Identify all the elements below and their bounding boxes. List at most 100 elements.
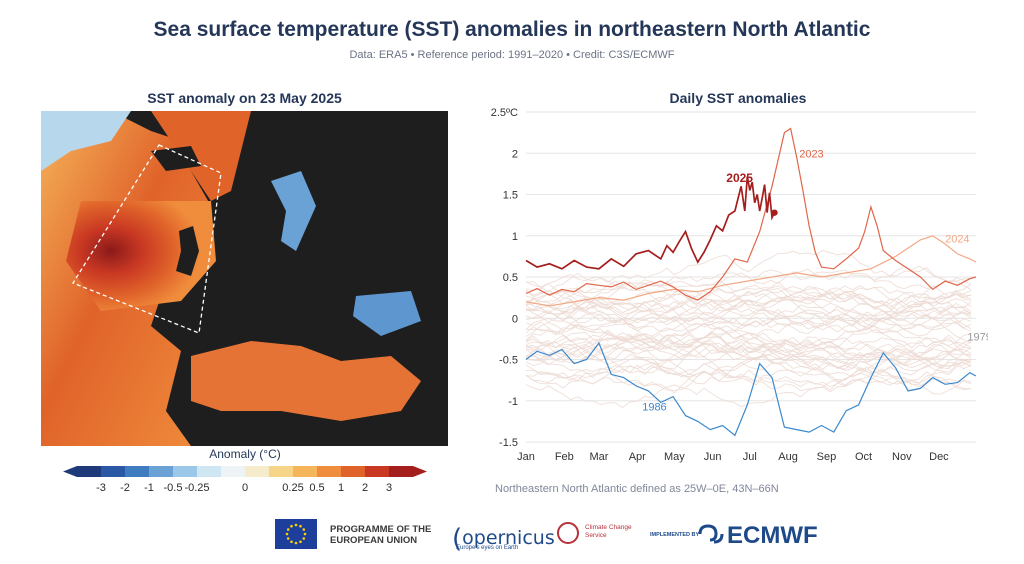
baltic-sea xyxy=(271,171,316,251)
x-tick-label: Nov xyxy=(892,451,912,463)
colorbar-swatch xyxy=(269,466,294,477)
x-tick-label: May xyxy=(664,451,685,463)
colorbar-tick-label: 2 xyxy=(362,482,368,494)
series-line-2024 xyxy=(525,235,977,307)
background-year-line xyxy=(525,337,972,366)
north-sea xyxy=(151,111,251,201)
black-sea xyxy=(353,291,421,336)
colorbar-tick-label: 1 xyxy=(338,482,344,494)
x-tick-label: Apr xyxy=(629,451,646,463)
colorbar-swatch xyxy=(317,466,342,477)
c3s-thermometer-icon xyxy=(557,522,579,544)
background-year-line xyxy=(526,353,972,391)
series-label: 2024 xyxy=(945,233,969,245)
background-year-line xyxy=(525,280,972,308)
eu-star xyxy=(294,523,298,527)
c3s-text: Climate Change Service xyxy=(585,524,632,539)
colorbar: -3 -2 -1 -0.5 -0.25 0 0.25 0.5 1 2 3 xyxy=(63,466,427,494)
y-tick-label: 0 xyxy=(512,313,518,325)
colorbar-swatch xyxy=(341,466,366,477)
daily-sst-chart: 2.5ºC 2 1.5 1 0.5 0 -0.5 -1 -1.5 Jan Feb Mar Apr May J… xyxy=(491,107,988,463)
background-year-line xyxy=(525,250,972,293)
eu-star xyxy=(302,528,306,531)
series-label: 1979–2022 xyxy=(967,332,988,344)
background-year-line xyxy=(525,348,972,388)
eu-star xyxy=(294,541,298,545)
x-tick-label: Oct xyxy=(855,451,872,463)
copernicus-wordmark: opernicus xyxy=(462,527,555,549)
y-tick-label: 1 xyxy=(512,231,518,243)
colorbar-tick-label: -0.25 xyxy=(184,482,209,494)
colorbar-arrow-right xyxy=(389,466,427,477)
background-year-line xyxy=(525,335,972,386)
map-panel-title: SST anomaly on 23 May 2025 xyxy=(147,90,342,106)
colorbar-arrow-left xyxy=(63,466,101,477)
x-tick-label: Feb xyxy=(555,451,574,463)
colorbar-swatch xyxy=(125,466,150,477)
colorbar-swatch xyxy=(245,466,270,477)
background-year-line xyxy=(525,265,972,290)
eu-star xyxy=(285,532,289,536)
eu-star xyxy=(290,524,293,528)
series-line-1986 xyxy=(525,341,977,437)
y-tick-label: -1 xyxy=(508,396,518,408)
x-tick-label: Mar xyxy=(589,451,608,463)
y-tick-label: 2 xyxy=(512,148,518,160)
copernicus-logo: (opernicus xyxy=(452,524,555,554)
colorbar-swatch xyxy=(197,466,222,477)
background-year-line xyxy=(525,356,972,392)
y-tick-label: 1.5 xyxy=(503,190,518,202)
background-year-line xyxy=(525,289,972,327)
y-tick-label: 0.5 xyxy=(503,272,518,284)
x-tick-label: Jan xyxy=(517,451,535,463)
colorbar-swatch xyxy=(101,466,126,477)
background-year-line xyxy=(525,290,972,321)
eu-star xyxy=(302,537,306,540)
eu-star xyxy=(286,528,290,531)
page-subtitle: Data: ERA5 • Reference period: 1991–2020… xyxy=(349,49,675,61)
background-year-line xyxy=(525,307,972,331)
x-tick-label: Jul xyxy=(743,451,757,463)
series-line-2025 xyxy=(525,176,776,270)
background-year-line xyxy=(525,279,972,312)
logo-strip: PROGRAMME OF THE EUROPEAN UNION (opernic… xyxy=(270,515,830,555)
copernicus-tagline: Europe's eyes on Earth xyxy=(456,545,519,551)
colorbar-swatch xyxy=(149,466,174,477)
y-tick-label: -0.5 xyxy=(499,355,518,367)
eu-flag-icon xyxy=(275,519,317,549)
colorbar-tick-label: -2 xyxy=(120,482,130,494)
eu-star xyxy=(303,532,307,536)
eu-star xyxy=(290,540,293,544)
page-title: Sea surface temperature (SST) anomalies … xyxy=(153,18,871,41)
colorbar-swatch xyxy=(221,466,246,477)
background-year-line xyxy=(525,335,972,370)
y-tick-label: -1.5 xyxy=(499,437,518,449)
implemented-by-text: IMPLEMENTED BY xyxy=(650,532,700,538)
background-year-line xyxy=(525,306,972,349)
background-year-line xyxy=(525,325,972,360)
background-year-line xyxy=(525,331,972,370)
background-year-line xyxy=(525,291,972,332)
series-line-2023 xyxy=(525,127,977,301)
iceland xyxy=(151,146,201,171)
background-year-line xyxy=(525,346,972,373)
background-year-line xyxy=(525,332,972,363)
box-outline xyxy=(72,144,222,334)
sst-anomaly-map xyxy=(41,111,448,446)
eu-star xyxy=(299,524,302,528)
eu-star xyxy=(299,540,302,544)
y-tick-label: 2.5ºC xyxy=(491,107,518,119)
x-tick-label: Dec xyxy=(929,451,949,463)
background-year-line xyxy=(525,286,972,315)
colorbar-label: Anomaly (°C) xyxy=(209,447,281,461)
region-footnote: Northeastern North Atlantic defined as 2… xyxy=(495,483,779,495)
great-britain xyxy=(176,226,199,276)
eu-star xyxy=(286,537,290,540)
background-year-line xyxy=(525,298,972,344)
series-2025-endpoint xyxy=(771,209,778,216)
background-year-line xyxy=(525,293,972,322)
x-tick-label: Jun xyxy=(704,451,722,463)
eu-programme-text: PROGRAMME OF THE EUROPEAN UNION xyxy=(330,524,432,546)
ecmwf-wordmark: ECMWF xyxy=(727,522,818,549)
heatwave-core xyxy=(66,201,216,311)
